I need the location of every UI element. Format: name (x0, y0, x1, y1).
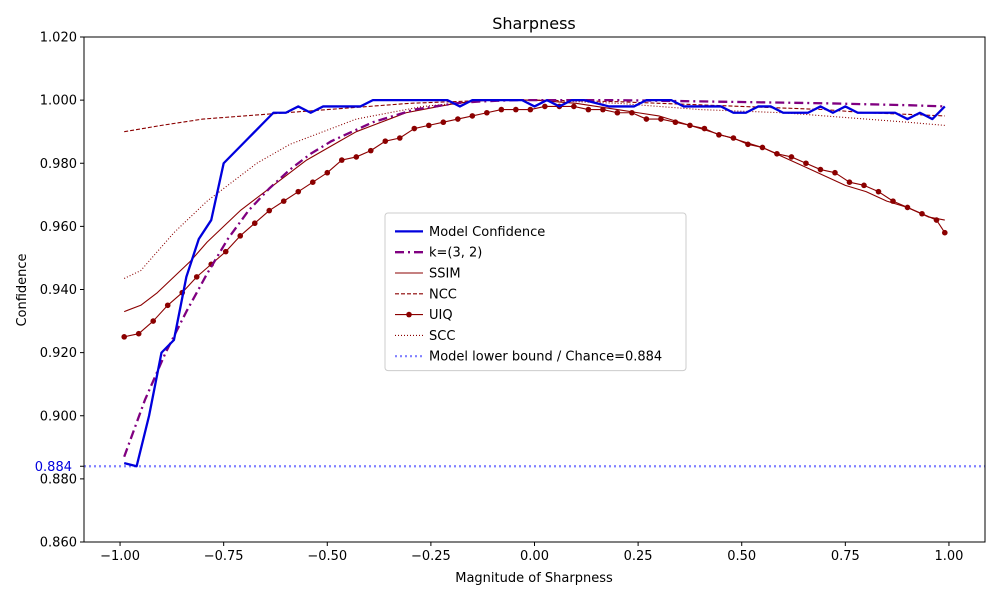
x-tick-label: 0.25 (624, 549, 653, 564)
x-tick-label: −0.50 (307, 549, 347, 564)
data-point (614, 109, 621, 116)
x-tick-label: 0.50 (727, 549, 756, 564)
series-uiq (121, 103, 948, 340)
data-point (397, 135, 403, 141)
series-line-model-confidence (123, 98, 946, 468)
data-point (571, 103, 577, 110)
legend-entry-uiq: UIQ (395, 308, 453, 323)
y-tick-label: 0.900 (40, 409, 77, 424)
y-tick-label: 0.940 (40, 283, 77, 298)
x-tick-label: 1.00 (934, 549, 963, 564)
x-tick-label: 0.00 (520, 549, 549, 564)
data-point (643, 116, 650, 122)
data-point (875, 188, 882, 195)
legend-label: NCC (429, 287, 457, 302)
data-point (498, 106, 505, 113)
data-point (455, 116, 461, 122)
data-point (527, 106, 534, 113)
legend-marker (406, 311, 412, 318)
y-tick-label: 0.920 (40, 346, 77, 361)
data-point (367, 147, 374, 154)
legend-box (384, 212, 687, 372)
data-point (193, 274, 200, 280)
plot-area (84, 98, 985, 468)
data-point (846, 179, 853, 185)
x-tick-label: −0.25 (411, 549, 451, 564)
data-point (484, 109, 490, 116)
data-point (266, 207, 273, 214)
data-point (600, 106, 606, 113)
data-point (658, 116, 664, 122)
data-point (411, 125, 418, 132)
axes: −1.00 −0.75 −0.50 −0.25 0.00 0.25 0.50 0.75 1.00… (35, 31, 986, 564)
series-line-uiq (124, 105, 946, 338)
data-point (309, 179, 316, 185)
legend-entry-model-lower-bound-chance-0-884: Model lower bound / Chance=0.884 (395, 350, 662, 365)
legend-label: k=(3, 2) (429, 246, 482, 261)
legend-entry-k-3-2: k=(3, 2) (395, 246, 482, 261)
data-point (237, 233, 244, 239)
reference-tick-label: 0.884 (35, 460, 72, 475)
series-k-3-2 (123, 98, 945, 458)
y-tick-label: 1.020 (40, 31, 77, 46)
data-point (803, 160, 809, 167)
y-tick-label: 0.880 (40, 472, 77, 487)
legend-label: SSIM (429, 267, 461, 282)
data-point (353, 154, 360, 160)
legend-label: SCC (429, 329, 455, 344)
data-point (861, 182, 867, 189)
data-point (295, 188, 302, 195)
legend-entry-model-confidence: Model Confidence (395, 225, 545, 240)
y-tick-label: 0.960 (40, 220, 77, 235)
data-point (135, 330, 142, 337)
x-tick-label: −0.75 (204, 549, 244, 564)
y-axis-title: Confidence (15, 253, 30, 326)
data-point (513, 106, 519, 113)
data-point (164, 302, 171, 309)
data-point (469, 113, 476, 119)
legend: Model Confidence k=(3, 2) SSIM NCC UIQ SCC Mod… (384, 212, 687, 372)
data-point (788, 154, 795, 160)
data-point (542, 103, 548, 110)
legend-label: UIQ (429, 308, 453, 323)
data-point (324, 169, 331, 176)
data-point (338, 157, 345, 163)
data-point (222, 248, 229, 255)
y-tick-label: 1.000 (40, 94, 77, 109)
data-point (280, 198, 287, 204)
y-tick-label: 0.860 (40, 536, 77, 551)
data-point (150, 318, 157, 324)
series-line-k-3-2 (123, 98, 945, 458)
x-axis-title: Magnitude of Sharpness (455, 571, 613, 586)
data-point (440, 119, 447, 126)
y-tick-label: 0.980 (40, 157, 77, 172)
data-point (941, 229, 948, 236)
series-line-scc (123, 99, 945, 279)
chart-title: Sharpness (492, 14, 576, 33)
data-point (832, 169, 838, 176)
data-point (382, 138, 389, 144)
legend-label: Model lower bound / Chance=0.884 (429, 350, 662, 365)
data-point (817, 166, 824, 173)
x-tick-label: −1.00 (100, 549, 140, 564)
data-point (251, 220, 258, 227)
legend-entry-ncc: NCC (395, 287, 457, 302)
legend-entry-scc: SCC (395, 329, 455, 344)
legend-label: Model Confidence (429, 225, 545, 240)
data-point (426, 122, 432, 129)
series-scc (123, 99, 945, 279)
data-point (585, 106, 592, 113)
series-model-confidence (123, 98, 946, 468)
data-point (629, 109, 635, 116)
x-tick-label: 0.75 (831, 549, 860, 564)
data-point (121, 334, 128, 340)
legend-entry-ssim: SSIM (395, 267, 461, 282)
